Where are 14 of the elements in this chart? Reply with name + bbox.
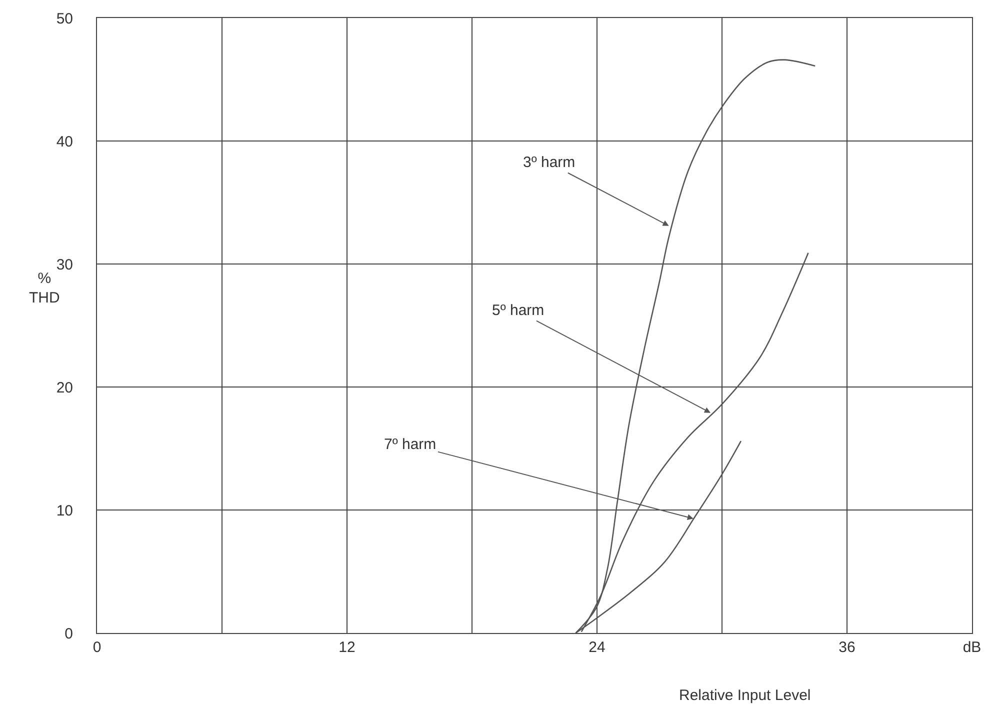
y-tick-label: 20 <box>56 379 73 396</box>
y-tick-label: 50 <box>56 10 73 28</box>
annotation: 3º harm <box>523 154 576 171</box>
y-tick-label: 40 <box>56 133 73 150</box>
x-axis-title: Relative Input Level <box>679 687 811 704</box>
annotation: 5º harm <box>492 302 544 319</box>
y-tick-label: 0 <box>64 625 73 642</box>
x-tick-label: 12 <box>338 639 356 656</box>
x-tick-label: dB <box>962 639 982 656</box>
x-tick-label: 36 <box>838 639 856 656</box>
x-tick-label: 24 <box>588 639 606 656</box>
annotation: 7º harm <box>384 436 436 453</box>
y-tick-label: 10 <box>56 502 73 520</box>
x-tick-label: 0 <box>92 639 102 656</box>
